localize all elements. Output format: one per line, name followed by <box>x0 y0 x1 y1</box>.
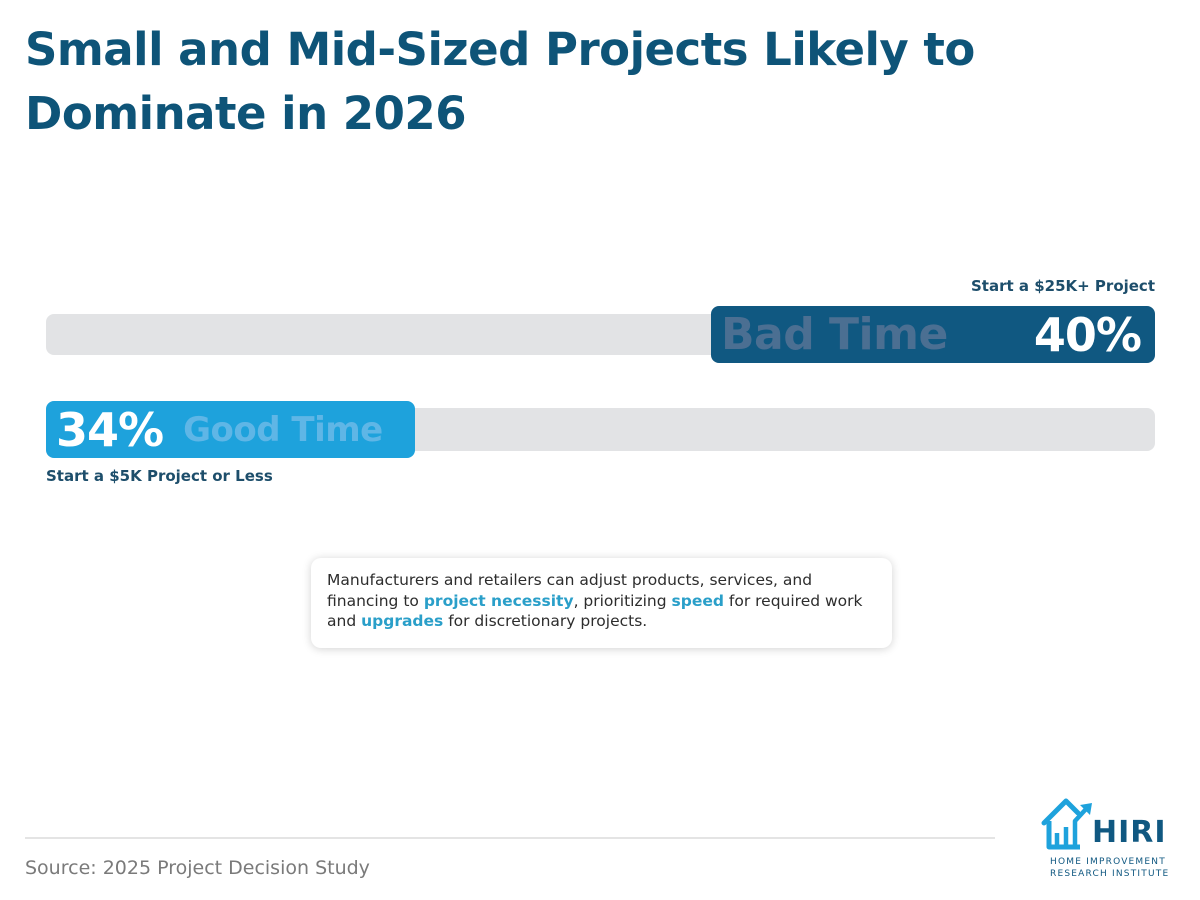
callout-text: Manufacturers and retailers can adjust p… <box>327 571 813 610</box>
bar-good-time-value: 34% <box>56 402 164 457</box>
logo-subtitle-line1: HOME IMPROVEMENT <box>1050 857 1166 867</box>
hiri-logo: HIRI HOME IMPROVEMENT RESEARCH INSTITUTE <box>1040 795 1185 885</box>
bar-bad-time: Bad Time 40% <box>711 306 1155 363</box>
callout-highlight: upgrades <box>361 612 444 630</box>
callout-text: for required work and <box>327 591 863 631</box>
house-chart-icon <box>1041 798 1092 850</box>
source-note: Source: 2025 Project Decision Study <box>25 857 370 879</box>
bar-track-large-project <box>46 314 746 355</box>
bar-bad-time-value: 40% <box>1033 307 1142 362</box>
callout-highlight: speed <box>671 591 724 610</box>
bar-label-small-project: Start a $5K Project or Less <box>46 467 273 485</box>
bar-good-time: 34% Good Time <box>46 401 415 458</box>
callout-text: , prioritizing <box>573 591 672 610</box>
bar-good-time-word: Good Time <box>183 409 383 450</box>
callout-highlight: project necessity <box>423 591 574 610</box>
footer-divider <box>25 837 995 839</box>
page-title: Small and Mid-Sized Projects Likely to D… <box>25 23 975 140</box>
logo-subtitle-line2: RESEARCH INSTITUTE <box>1050 869 1170 879</box>
bar-track-small-project <box>380 408 1155 451</box>
bar-label-large-project: Start a $25K+ Project <box>970 277 1155 295</box>
bar-bad-time-word: Bad Time <box>721 309 948 360</box>
insight-callout: Manufacturers and retailers can adjust p… <box>311 558 892 648</box>
logo-wordmark: HIRI <box>1092 815 1167 850</box>
callout-text: for discretionary projects. <box>443 612 648 630</box>
